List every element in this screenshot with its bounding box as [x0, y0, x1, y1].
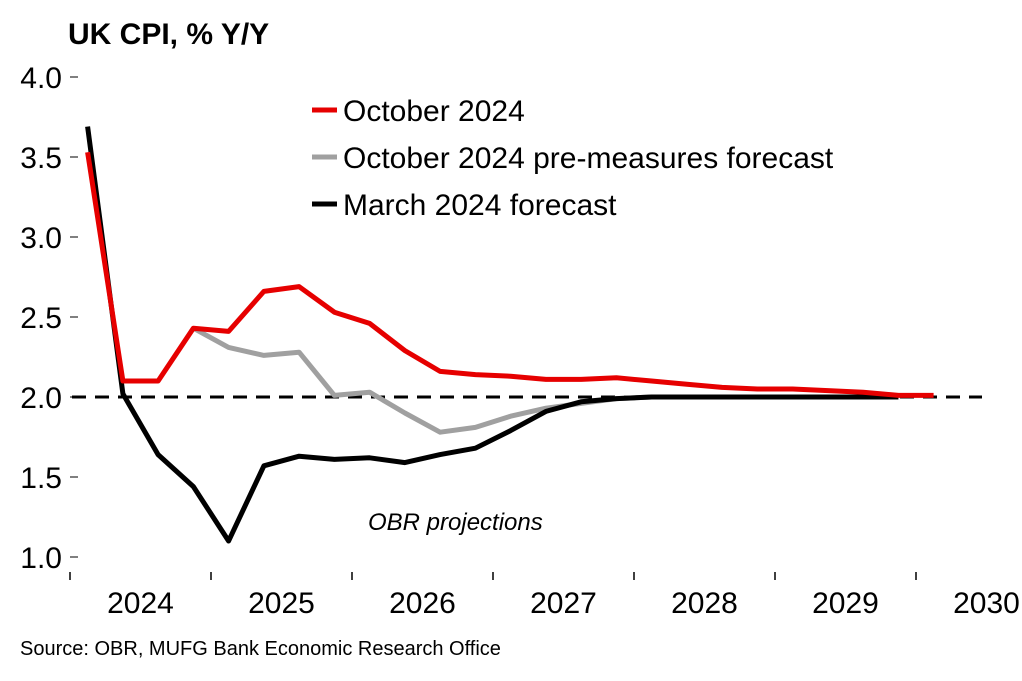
x-tick-label: 2027 — [530, 587, 597, 620]
chart-title: UK CPI, % Y/Y — [68, 18, 269, 51]
legend-label: March 2024 forecast — [343, 189, 617, 222]
y-axis: 4.0 3.5 3.0 2.5 2.0 1.5 1.0 — [20, 62, 78, 575]
y-tick-label: 3.5 — [20, 142, 62, 175]
legend: October 2024 October 2024 pre-measures fo… — [312, 95, 834, 222]
series-line-march-2024-forecast — [85, 126, 899, 544]
x-tick-label: 2029 — [812, 587, 879, 620]
x-tick-label: 2030 — [953, 587, 1020, 620]
obr-projections-annotation: OBR projections — [368, 509, 543, 536]
source-note: Source: OBR, MUFG Bank Economic Research… — [20, 638, 501, 660]
x-axis: 2024 2025 2026 2027 2028 2029 2030 — [69, 572, 1020, 620]
y-tick-label: 4.0 — [20, 62, 62, 95]
x-tick-label: 2024 — [107, 587, 174, 620]
legend-label: October 2024 pre-measures forecast — [343, 142, 834, 175]
y-tick-label: 2.5 — [20, 302, 62, 335]
x-tick-label: 2025 — [248, 587, 315, 620]
legend-label: October 2024 — [343, 95, 525, 128]
y-tick-label: 2.0 — [20, 382, 62, 415]
x-tick-label: 2026 — [389, 587, 456, 620]
y-tick-label: 1.0 — [20, 542, 62, 575]
series-group — [85, 126, 934, 544]
x-tick-label: 2028 — [671, 587, 738, 620]
y-tick-label: 1.5 — [20, 462, 62, 495]
y-tick-label: 3.0 — [20, 222, 62, 255]
